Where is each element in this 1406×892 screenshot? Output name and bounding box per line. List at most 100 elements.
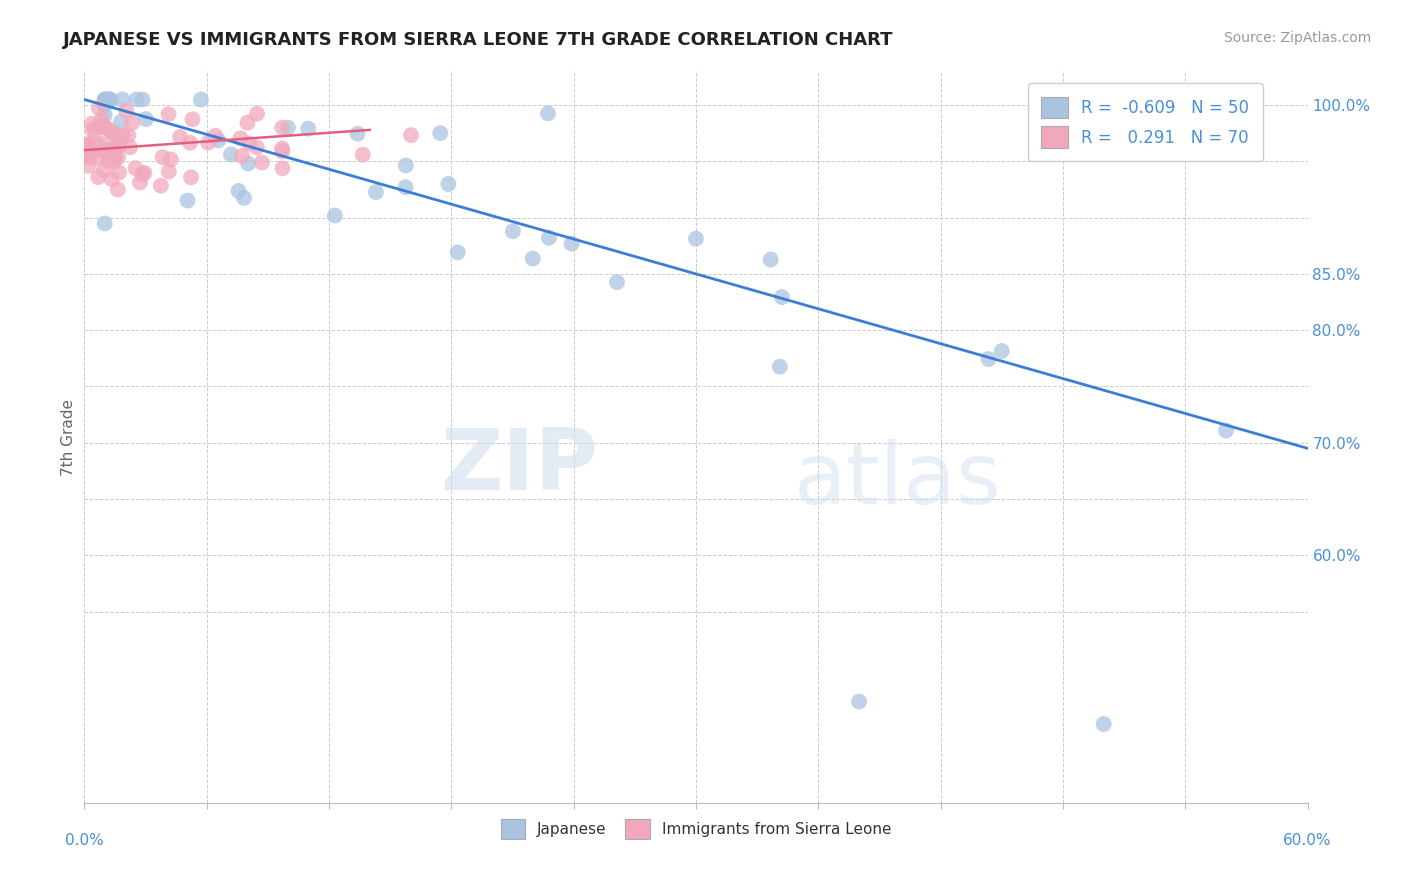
Point — [135, 112, 157, 127]
Point — [346, 127, 368, 141]
Point — [77, 159, 100, 173]
Point — [228, 184, 250, 198]
Point — [93, 108, 117, 122]
Point — [271, 120, 294, 135]
Y-axis label: 7th Grade: 7th Grade — [60, 399, 76, 475]
Point — [537, 231, 560, 245]
Point — [118, 140, 141, 154]
Point — [77, 136, 100, 151]
Point — [125, 93, 148, 107]
Point — [121, 116, 143, 130]
Point — [429, 126, 451, 140]
Point — [246, 140, 269, 154]
Point — [111, 128, 134, 142]
Point — [96, 146, 118, 161]
Point — [93, 163, 115, 178]
Point — [169, 130, 191, 145]
Text: atlas: atlas — [794, 440, 1002, 523]
Point — [87, 151, 110, 165]
Point — [108, 133, 131, 147]
Point — [152, 150, 174, 164]
Point — [219, 147, 242, 161]
Point — [97, 93, 120, 107]
Point — [399, 128, 422, 143]
Point — [522, 252, 544, 266]
Point — [157, 107, 180, 121]
Point — [79, 151, 101, 165]
Point — [204, 128, 226, 143]
Point — [87, 170, 110, 185]
Text: JAPANESE VS IMMIGRANTS FROM SIERRA LEONE 7TH GRADE CORRELATION CHART: JAPANESE VS IMMIGRANTS FROM SIERRA LEONE… — [63, 31, 894, 49]
Text: 60.0%: 60.0% — [1284, 833, 1331, 848]
Point — [233, 191, 256, 205]
Point — [157, 164, 180, 178]
Text: 0.0%: 0.0% — [65, 833, 104, 848]
Point — [129, 176, 152, 190]
Point — [271, 161, 294, 176]
Point — [271, 141, 294, 155]
Point — [236, 116, 259, 130]
Point — [80, 145, 103, 160]
Point — [395, 158, 418, 172]
Point — [229, 131, 252, 145]
Point — [93, 98, 117, 112]
Point — [250, 155, 273, 169]
Point — [90, 136, 112, 151]
Point — [93, 120, 115, 134]
Point — [149, 178, 172, 193]
Point — [100, 145, 122, 160]
Point — [103, 143, 125, 157]
Point — [111, 93, 134, 107]
Text: ZIP: ZIP — [440, 425, 598, 508]
Point — [447, 245, 470, 260]
Point — [103, 126, 125, 140]
Point — [80, 117, 103, 131]
Point — [246, 107, 269, 121]
Point — [1215, 424, 1237, 438]
Point — [93, 93, 117, 107]
Point — [131, 93, 153, 107]
Point — [97, 154, 120, 169]
Point — [277, 120, 299, 135]
Point — [103, 145, 125, 160]
Point — [176, 194, 198, 208]
Point — [77, 149, 100, 163]
Point — [759, 252, 782, 267]
Point — [89, 120, 111, 134]
Point — [108, 166, 131, 180]
Point — [197, 136, 219, 150]
Text: Source: ZipAtlas.com: Source: ZipAtlas.com — [1223, 31, 1371, 45]
Point — [297, 121, 319, 136]
Point — [93, 217, 117, 231]
Point — [117, 128, 139, 143]
Point — [394, 180, 416, 194]
Point — [104, 150, 127, 164]
Point — [87, 101, 110, 115]
Point — [84, 124, 107, 138]
Point — [537, 106, 560, 120]
Point — [77, 138, 100, 153]
Point — [77, 139, 100, 153]
Point — [181, 112, 204, 127]
Point — [98, 93, 121, 107]
Point — [90, 112, 112, 127]
Point — [190, 93, 212, 107]
Point — [352, 147, 374, 161]
Point — [1092, 717, 1115, 731]
Point — [82, 122, 104, 136]
Point — [848, 694, 870, 708]
Point — [160, 153, 183, 167]
Point — [77, 142, 100, 156]
Point — [134, 166, 156, 180]
Point — [271, 145, 294, 159]
Point — [977, 352, 1000, 367]
Point — [93, 145, 117, 159]
Point — [561, 236, 583, 251]
Legend: Japanese, Immigrants from Sierra Leone: Japanese, Immigrants from Sierra Leone — [494, 812, 898, 847]
Point — [180, 170, 202, 185]
Point — [93, 95, 117, 109]
Point — [502, 224, 524, 238]
Point — [103, 141, 125, 155]
Point — [124, 161, 146, 175]
Point — [108, 139, 131, 153]
